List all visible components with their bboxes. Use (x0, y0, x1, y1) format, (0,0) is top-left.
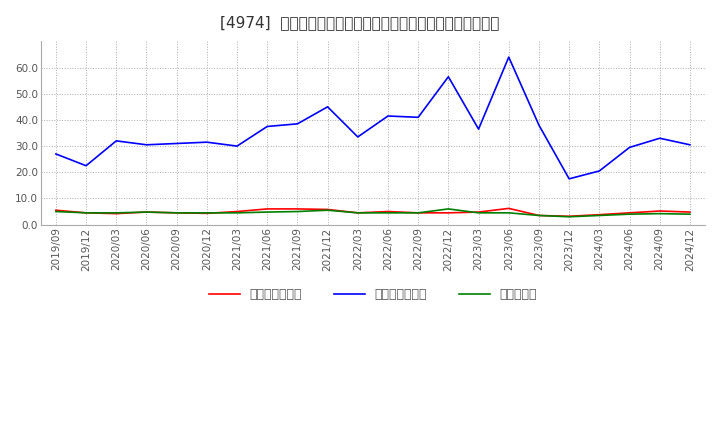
買入債務回転率 (384, 114, 392, 119)
Legend: 売上債権回転率, 買入債務回転率, 在庫回転率: 売上債権回転率, 買入債務回転率, 在庫回転率 (204, 283, 542, 306)
買入債務回転率 (505, 55, 513, 60)
売上債権回転率 (595, 212, 603, 217)
売上債権回転率 (655, 209, 664, 214)
売上債権回転率 (82, 210, 91, 216)
売上債権回転率 (263, 206, 271, 212)
在庫回転率 (595, 213, 603, 218)
買入債務回転率 (685, 142, 694, 147)
在庫回転率 (142, 209, 150, 215)
売上債権回転率 (52, 208, 60, 213)
買入債務回転率 (82, 163, 91, 169)
買入債務回転率 (535, 122, 544, 128)
買入債務回転率 (112, 138, 120, 143)
買入債務回転率 (323, 104, 332, 110)
売上債権回転率 (142, 209, 150, 215)
買入債務回転率 (142, 142, 150, 147)
買入債務回転率 (354, 134, 362, 139)
買入債務回転率 (202, 139, 211, 145)
在庫回転率 (384, 210, 392, 216)
買入債務回転率 (474, 126, 483, 132)
売上債権回転率 (685, 209, 694, 215)
買入債務回転率 (172, 141, 181, 146)
買入債務回転率 (564, 176, 573, 181)
買入債務回転率 (444, 74, 453, 79)
在庫回転率 (505, 210, 513, 216)
在庫回転率 (655, 211, 664, 216)
在庫回転率 (233, 210, 241, 216)
買入債務回転率 (595, 169, 603, 174)
在庫回転率 (564, 214, 573, 220)
Text: [4974]  売上債権回転率、買入債務回転率、在庫回転率の推移: [4974] 売上債権回転率、買入債務回転率、在庫回転率の推移 (220, 15, 500, 30)
在庫回転率 (52, 209, 60, 214)
買入債務回転率 (52, 151, 60, 157)
買入債務回転率 (263, 124, 271, 129)
売上債権回転率 (474, 209, 483, 215)
Line: 売上債権回転率: 売上債権回転率 (56, 209, 690, 216)
在庫回転率 (444, 206, 453, 212)
在庫回転率 (82, 210, 91, 216)
売上債権回転率 (535, 213, 544, 218)
売上債権回転率 (112, 211, 120, 216)
在庫回転率 (354, 210, 362, 216)
在庫回転率 (263, 209, 271, 215)
売上債権回転率 (354, 210, 362, 216)
在庫回転率 (685, 212, 694, 217)
買入債務回転率 (655, 136, 664, 141)
売上債権回転率 (564, 213, 573, 219)
売上債権回転率 (293, 206, 302, 212)
売上債権回転率 (625, 210, 634, 216)
買入債務回転率 (293, 121, 302, 126)
売上債権回転率 (444, 210, 453, 216)
在庫回転率 (172, 210, 181, 216)
Line: 在庫回転率: 在庫回転率 (56, 209, 690, 217)
売上債権回転率 (202, 211, 211, 216)
買入債務回転率 (625, 145, 634, 150)
在庫回転率 (323, 208, 332, 213)
売上債権回転率 (172, 210, 181, 216)
Line: 買入債務回転率: 買入債務回転率 (56, 57, 690, 179)
在庫回転率 (112, 210, 120, 216)
売上債権回転率 (323, 207, 332, 212)
売上債権回転率 (414, 210, 423, 216)
売上債権回転率 (505, 206, 513, 211)
在庫回転率 (202, 210, 211, 216)
売上債権回転率 (233, 209, 241, 214)
在庫回転率 (414, 210, 423, 216)
在庫回転率 (474, 210, 483, 216)
在庫回転率 (293, 209, 302, 214)
買入債務回転率 (414, 115, 423, 120)
売上債権回転率 (384, 209, 392, 214)
在庫回転率 (625, 212, 634, 217)
在庫回転率 (535, 213, 544, 218)
買入債務回転率 (233, 143, 241, 149)
